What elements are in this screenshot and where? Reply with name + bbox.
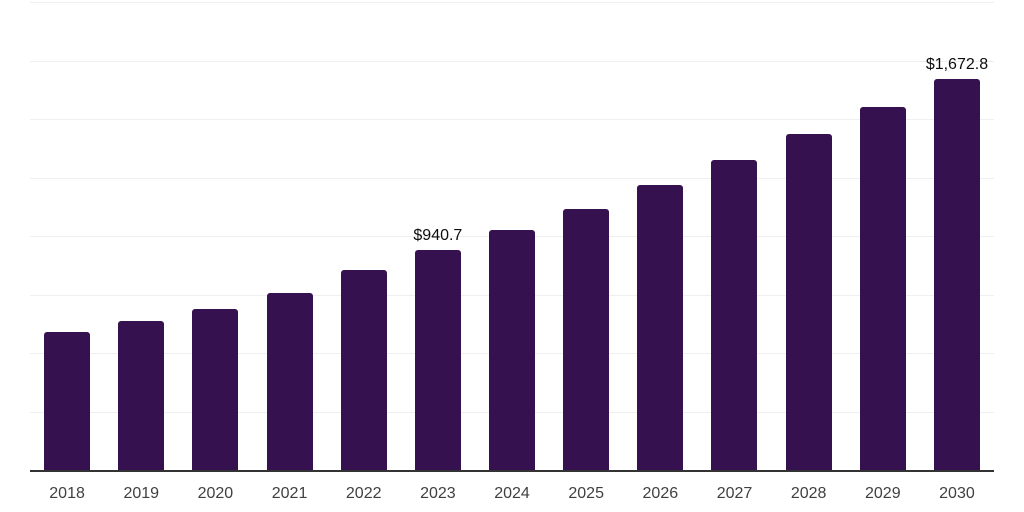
- gridline-1250: [30, 177, 994, 179]
- x-tick-label-2027: 2027: [716, 485, 753, 502]
- bar-value-label-2030: $1,672.8: [925, 55, 989, 73]
- bar-2026: [637, 184, 684, 470]
- bar-2025: [563, 208, 610, 470]
- x-tick-label-2026: 2026: [642, 485, 679, 502]
- bar-slot-2018: [30, 2, 104, 470]
- x-tick-label-2029: 2029: [865, 485, 901, 502]
- bar-2030: [933, 78, 980, 470]
- bar-2020: [192, 308, 239, 470]
- gridline-2000: [30, 2, 994, 3]
- bar-slot-2030: $1,672.8: [920, 2, 994, 470]
- bar-slot-2025: [549, 2, 623, 470]
- bar-slot-2019: [104, 2, 178, 470]
- bar-2024: [489, 229, 536, 470]
- bar-2029: [859, 107, 906, 470]
- x-tick-label-2023: 2023: [420, 485, 456, 502]
- bar-slot-2029: [846, 2, 920, 470]
- gridline-1750: [30, 60, 994, 62]
- bar-slot-2020: [178, 2, 252, 470]
- bar-slot-2022: [327, 2, 401, 470]
- bar-slot-2021: [252, 2, 326, 470]
- x-tick-label-2022: 2022: [345, 485, 382, 502]
- x-tick-label-2021: 2021: [271, 485, 308, 502]
- bar-slot-2023: $940.7: [401, 2, 475, 470]
- bar-series: $940.7 $1,672.8: [30, 2, 994, 470]
- bar-value-label-2023: $940.7: [413, 226, 463, 244]
- plot-area: $940.7 $1,672.8: [30, 2, 994, 472]
- bar-2019: [118, 321, 165, 470]
- x-tick-label-2030: 2030: [939, 485, 975, 502]
- x-tick-label-2025: 2025: [568, 485, 604, 502]
- bar-slot-2026: [623, 2, 697, 470]
- bar-2022: [340, 270, 387, 470]
- x-axis-line: [30, 470, 994, 472]
- bar-2028: [785, 133, 832, 470]
- bar-slot-2028: [772, 2, 846, 470]
- x-tick-label-2028: 2028: [790, 485, 827, 502]
- bar-2023: [414, 249, 461, 470]
- x-tick-label-2019: 2019: [123, 485, 160, 502]
- x-axis-labels: 2018 2019 2020 2021 2022 2023 2024 2025 2026 2027…: [30, 484, 994, 503]
- x-tick-label-2018: 2018: [49, 485, 85, 502]
- bar-2027: [711, 159, 758, 470]
- x-tick-label-2024: 2024: [494, 485, 530, 502]
- bar-2021: [266, 292, 313, 470]
- bar-slot-2024: [475, 2, 549, 470]
- bar-slot-2027: [697, 2, 771, 470]
- gridline-1500: [30, 119, 994, 120]
- x-tick-label-2020: 2020: [197, 485, 234, 502]
- bar-2018: [44, 332, 91, 470]
